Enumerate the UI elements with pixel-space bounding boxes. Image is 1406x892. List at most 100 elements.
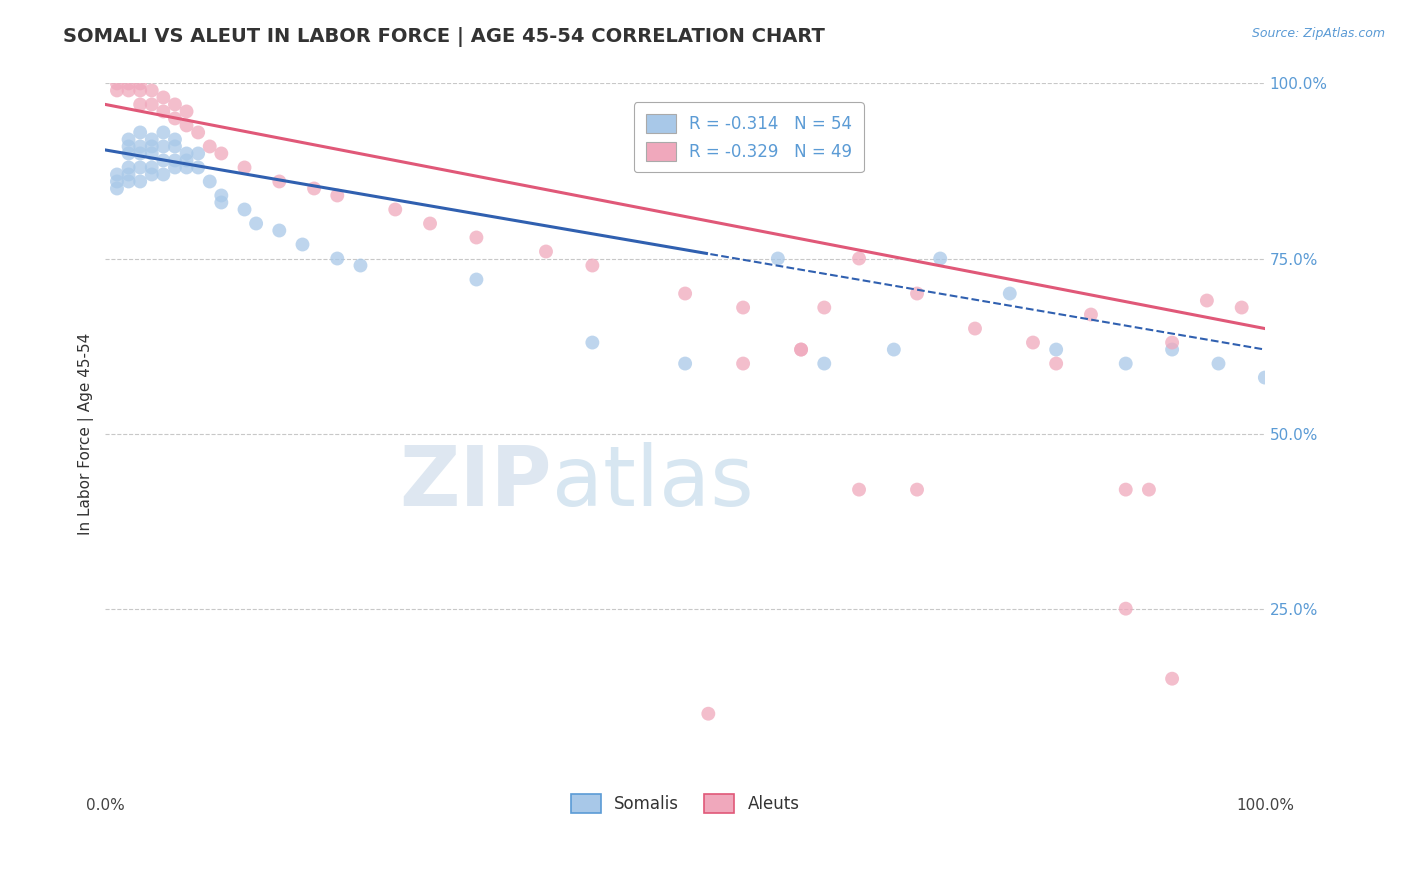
Point: [905, 286, 928, 301]
Point: [581, 259, 603, 273]
Point: [141, 97, 163, 112]
Point: [813, 301, 835, 315]
Point: [129, 146, 152, 161]
Point: [790, 343, 813, 357]
Point: [1161, 343, 1184, 357]
Point: [1195, 293, 1218, 308]
Point: [209, 195, 232, 210]
Y-axis label: In Labor Force | Age 45-54: In Labor Force | Age 45-54: [79, 333, 94, 534]
Point: [733, 301, 755, 315]
Point: [291, 237, 314, 252]
Point: [883, 343, 905, 357]
Point: [848, 252, 870, 266]
Point: [117, 161, 139, 175]
Point: [209, 146, 232, 161]
Point: [141, 146, 163, 161]
Point: [187, 161, 209, 175]
Point: [176, 104, 198, 119]
Point: [1022, 335, 1045, 350]
Point: [1161, 672, 1184, 686]
Point: [673, 357, 696, 371]
Point: [733, 357, 755, 371]
Point: [233, 161, 256, 175]
Point: [141, 161, 163, 175]
Point: [905, 483, 928, 497]
Point: [163, 161, 186, 175]
Point: [1045, 343, 1067, 357]
Point: [813, 357, 835, 371]
Point: [1254, 370, 1277, 384]
Point: [163, 153, 186, 168]
Point: [1115, 357, 1137, 371]
Point: [326, 252, 349, 266]
Point: [152, 125, 174, 139]
Point: [105, 181, 128, 195]
Point: [187, 125, 209, 139]
Point: [1115, 483, 1137, 497]
Point: [129, 174, 152, 188]
Point: [534, 244, 557, 259]
Point: [1115, 601, 1137, 615]
Point: [117, 146, 139, 161]
Point: [465, 230, 488, 244]
Legend: Somalis, Aleuts: Somalis, Aleuts: [560, 782, 811, 824]
Point: [176, 153, 198, 168]
Point: [1208, 357, 1230, 371]
Point: [302, 181, 325, 195]
Point: [141, 132, 163, 146]
Point: [152, 153, 174, 168]
Point: [198, 139, 221, 153]
Point: [129, 83, 152, 97]
Point: [198, 174, 221, 188]
Point: [1080, 308, 1102, 322]
Point: [152, 104, 174, 119]
Point: [326, 188, 349, 202]
Text: SOMALI VS ALEUT IN LABOR FORCE | AGE 45-54 CORRELATION CHART: SOMALI VS ALEUT IN LABOR FORCE | AGE 45-…: [63, 27, 825, 46]
Point: [129, 97, 152, 112]
Point: [697, 706, 720, 721]
Point: [105, 77, 128, 91]
Point: [1161, 335, 1184, 350]
Point: [998, 286, 1021, 301]
Point: [269, 174, 291, 188]
Point: [419, 217, 441, 231]
Point: [465, 272, 488, 286]
Point: [141, 168, 163, 182]
Point: [105, 83, 128, 97]
Point: [163, 139, 186, 153]
Point: [790, 343, 813, 357]
Point: [117, 83, 139, 97]
Point: [1045, 357, 1067, 371]
Point: [209, 188, 232, 202]
Point: [1230, 301, 1253, 315]
Point: [187, 146, 209, 161]
Point: [269, 223, 291, 237]
Point: [245, 217, 267, 231]
Point: [581, 335, 603, 350]
Text: ZIP: ZIP: [399, 442, 551, 523]
Point: [141, 83, 163, 97]
Point: [129, 77, 152, 91]
Point: [105, 168, 128, 182]
Point: [176, 146, 198, 161]
Point: [349, 259, 371, 273]
Point: [152, 139, 174, 153]
Point: [117, 139, 139, 153]
Point: [929, 252, 952, 266]
Point: [384, 202, 406, 217]
Point: [163, 97, 186, 112]
Point: [163, 112, 186, 126]
Point: [117, 132, 139, 146]
Point: [176, 119, 198, 133]
Point: [117, 174, 139, 188]
Point: [1137, 483, 1160, 497]
Point: [152, 168, 174, 182]
Point: [129, 161, 152, 175]
Point: [129, 125, 152, 139]
Point: [129, 139, 152, 153]
Point: [963, 321, 986, 335]
Point: [176, 161, 198, 175]
Point: [848, 483, 870, 497]
Text: Source: ZipAtlas.com: Source: ZipAtlas.com: [1251, 27, 1385, 40]
Text: atlas: atlas: [551, 442, 754, 523]
